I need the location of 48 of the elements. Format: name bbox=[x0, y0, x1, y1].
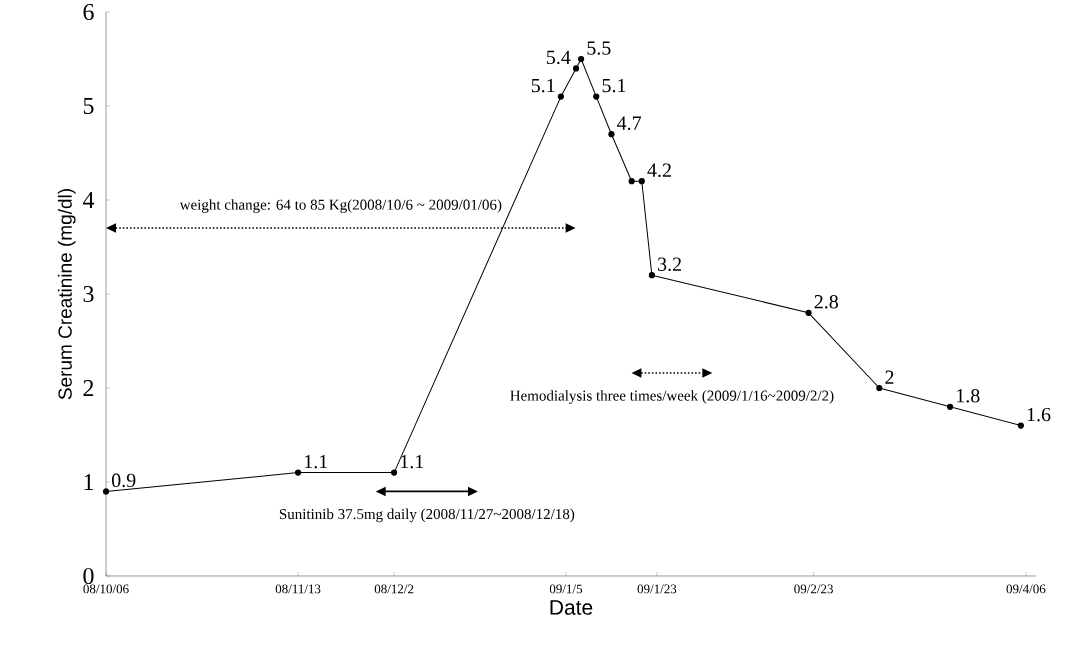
x-tick-label: 08/12/2 bbox=[374, 584, 414, 594]
x-tick-label: 09/4/06 bbox=[1006, 584, 1046, 594]
y-tick-label: 5 bbox=[83, 98, 94, 114]
point bbox=[294, 469, 302, 476]
x-axis-title: Date bbox=[550, 600, 593, 615]
point bbox=[628, 178, 635, 185]
data-label: 5.4 bbox=[547, 50, 571, 65]
y-tick-label: 1 bbox=[84, 474, 94, 490]
x-tick-label: 09/1/23 bbox=[637, 584, 677, 594]
annotation: weight change: 64 to 85 Kg(2008/10/6 ~ 2009/01/06) bbox=[179, 199, 502, 213]
point bbox=[102, 488, 110, 495]
point bbox=[805, 309, 812, 316]
point bbox=[608, 131, 615, 138]
data-label: 4.2 bbox=[647, 163, 671, 177]
point bbox=[572, 65, 580, 72]
data-label: 1.6 bbox=[1027, 407, 1051, 422]
point bbox=[557, 93, 564, 100]
x-tick-label: 09/2/23 bbox=[794, 584, 833, 594]
data-label: 4.7 bbox=[617, 116, 642, 130]
y-tick-label: 2 bbox=[83, 380, 94, 396]
annotation: Sunitinib 37.5mg daily (2008/11/27~2008/12/18) bbox=[279, 508, 575, 523]
data-label: 1.1 bbox=[305, 454, 328, 469]
data-label: 5.1 bbox=[531, 78, 555, 93]
data-label: 0.9 bbox=[111, 473, 136, 488]
y-tick-label: 6 bbox=[83, 3, 94, 21]
point bbox=[593, 93, 600, 100]
x-tick-label: 09/1/5 bbox=[549, 584, 583, 594]
point bbox=[876, 384, 883, 392]
y-axis-title: Serum Creatinine (mg/dl) bbox=[57, 189, 76, 400]
y-tick-label: 0 bbox=[83, 567, 94, 585]
data-label: 3.2 bbox=[658, 257, 681, 271]
data-label: 5.1 bbox=[602, 78, 626, 93]
data-label: 1.1 bbox=[401, 454, 424, 469]
point bbox=[648, 272, 655, 279]
point bbox=[391, 469, 398, 476]
data-label: 2.8 bbox=[814, 295, 838, 309]
y-tick-label: 3 bbox=[83, 285, 94, 303]
data-label: 5.5 bbox=[587, 41, 611, 55]
point bbox=[946, 403, 954, 410]
data-label: 2 bbox=[885, 370, 894, 384]
annotation: Hemodialysis three times/week (2009/1/16~2009/2/2) bbox=[510, 390, 834, 404]
point bbox=[1017, 422, 1024, 429]
x-tick-label: 08/10/06 bbox=[83, 584, 129, 594]
data-label: 1.8 bbox=[957, 389, 980, 403]
x-tick-label: 08/11/13 bbox=[275, 584, 321, 594]
point bbox=[638, 178, 645, 185]
y-tick-label: 4 bbox=[82, 192, 95, 208]
point bbox=[578, 55, 585, 63]
